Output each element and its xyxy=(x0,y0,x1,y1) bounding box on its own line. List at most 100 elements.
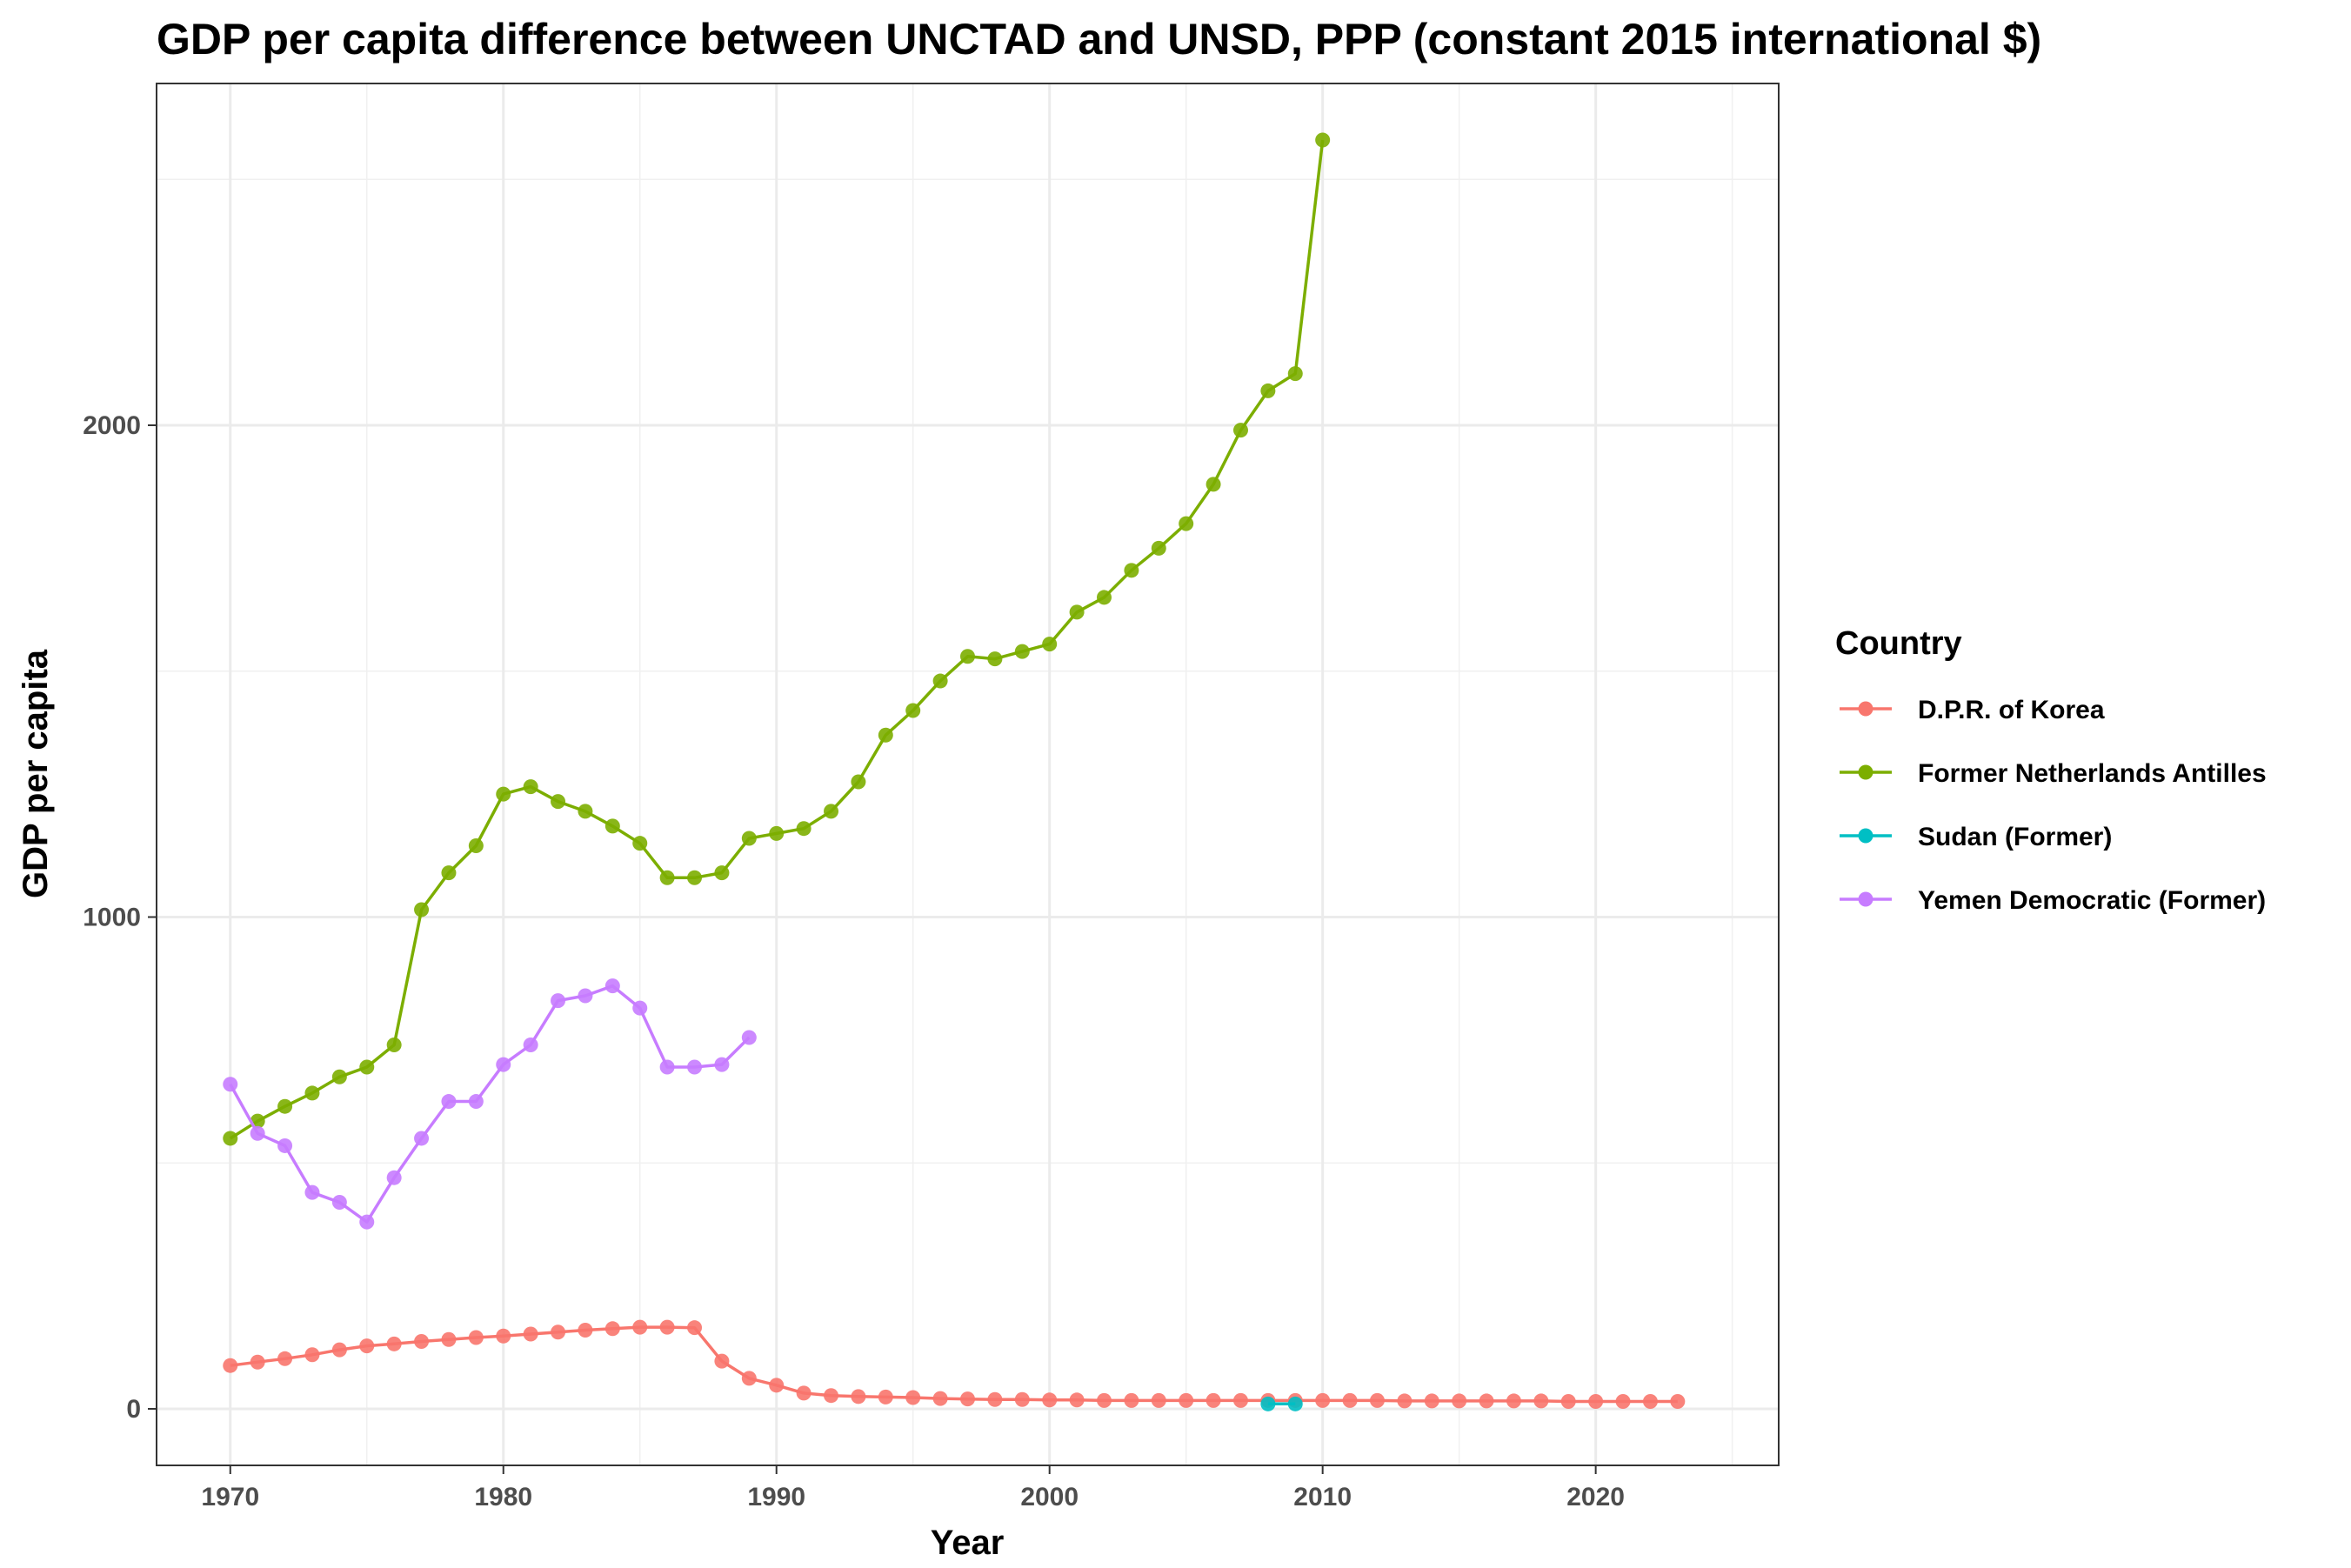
data-point xyxy=(1206,477,1221,492)
legend-item: Yemen Democratic (Former) xyxy=(1840,886,2266,915)
data-point xyxy=(1452,1393,1467,1409)
data-point xyxy=(414,1131,430,1146)
data-point xyxy=(578,988,593,1004)
series-layer xyxy=(223,132,1686,1411)
data-point xyxy=(604,978,620,994)
data-point xyxy=(1670,1393,1686,1409)
data-point xyxy=(769,1378,785,1393)
data-point xyxy=(632,1000,648,1016)
data-point xyxy=(468,837,484,853)
data-point xyxy=(523,1038,538,1053)
data-point xyxy=(331,1342,347,1358)
x-axis: 1970 1980 1990 2000 2010 2020 xyxy=(201,1465,1625,1511)
data-point xyxy=(932,673,948,689)
plot-background xyxy=(157,83,1779,1465)
data-point xyxy=(414,1333,430,1349)
data-point xyxy=(331,1069,347,1084)
legend-key-point xyxy=(1858,828,1873,844)
data-point xyxy=(1315,132,1331,148)
data-point xyxy=(523,779,538,795)
legend-key-point xyxy=(1858,764,1873,780)
data-point xyxy=(741,831,757,846)
legend-key-point xyxy=(1858,701,1873,717)
legend-label: Sudan (Former) xyxy=(1918,823,2112,851)
grid xyxy=(157,83,1779,1465)
x-tick-label: 1970 xyxy=(201,1483,259,1511)
data-point xyxy=(1642,1393,1658,1409)
y-tick-label: 0 xyxy=(126,1395,141,1424)
data-point xyxy=(386,1170,402,1185)
legend-items: D.P.R. of Korea Former Netherlands Antill… xyxy=(1840,696,2267,915)
data-point xyxy=(878,1389,893,1405)
data-point xyxy=(632,1319,648,1335)
data-point xyxy=(796,821,811,837)
data-point xyxy=(741,1371,757,1386)
data-point xyxy=(1615,1393,1631,1409)
data-point xyxy=(1069,604,1085,620)
data-point xyxy=(1014,1391,1030,1407)
data-point xyxy=(1506,1393,1521,1409)
data-point xyxy=(851,774,866,790)
data-point xyxy=(223,1077,238,1092)
series-sudan-former xyxy=(1260,1396,1303,1411)
data-point xyxy=(1151,540,1166,556)
data-point xyxy=(304,1347,320,1363)
data-point xyxy=(1260,1396,1276,1411)
data-point xyxy=(359,1214,375,1230)
legend-title: Country xyxy=(1835,625,1962,662)
legend-label: Former Netherlands Antilles xyxy=(1918,759,2267,788)
data-point xyxy=(223,1131,238,1146)
data-point xyxy=(277,1351,293,1366)
data-point xyxy=(1260,383,1276,398)
data-point xyxy=(250,1354,265,1370)
data-point xyxy=(714,1057,730,1072)
data-point xyxy=(414,902,430,917)
data-point xyxy=(851,1389,866,1405)
data-point xyxy=(1397,1393,1413,1409)
data-point xyxy=(1479,1393,1494,1409)
y-axis-title: GDP per capita xyxy=(17,649,55,898)
data-point xyxy=(932,1391,948,1406)
data-point xyxy=(1560,1393,1576,1409)
plot-panel xyxy=(156,83,1780,1466)
data-point xyxy=(359,1059,375,1075)
data-point xyxy=(304,1085,320,1101)
series-yemen-democratic-former xyxy=(223,978,757,1230)
legend-item: Former Netherlands Antilles xyxy=(1840,759,2267,788)
data-point xyxy=(1424,1393,1439,1409)
data-point xyxy=(659,870,675,885)
x-tick-label: 2000 xyxy=(1020,1483,1079,1511)
data-point xyxy=(960,649,975,664)
data-point xyxy=(578,804,593,819)
data-point xyxy=(796,1385,811,1401)
data-point xyxy=(468,1094,484,1110)
legend-item: Sudan (Former) xyxy=(1840,823,2112,851)
data-point xyxy=(277,1138,293,1153)
x-tick-label: 2020 xyxy=(1566,1483,1625,1511)
data-point xyxy=(687,1320,703,1336)
legend-label: D.P.R. of Korea xyxy=(1918,696,2105,724)
data-point xyxy=(223,1358,238,1373)
data-point xyxy=(496,1328,511,1344)
data-point xyxy=(714,1353,730,1369)
data-point xyxy=(905,703,921,718)
data-point xyxy=(769,825,785,841)
data-point xyxy=(1287,366,1303,382)
legend-item: D.P.R. of Korea xyxy=(1840,696,2105,724)
x-tick-label: 1980 xyxy=(474,1483,532,1511)
legend-label: Yemen Democratic (Former) xyxy=(1918,886,2266,915)
data-point xyxy=(1342,1392,1358,1408)
data-point xyxy=(987,1391,1003,1407)
data-point xyxy=(331,1194,347,1210)
data-point xyxy=(496,1057,511,1072)
data-point xyxy=(551,993,566,1009)
data-point xyxy=(441,1331,457,1347)
data-point xyxy=(250,1125,265,1141)
data-point xyxy=(604,818,620,834)
data-point xyxy=(1124,563,1139,578)
data-point xyxy=(1315,1392,1331,1408)
data-point xyxy=(1014,644,1030,659)
data-point xyxy=(551,794,566,810)
data-point xyxy=(604,1321,620,1337)
